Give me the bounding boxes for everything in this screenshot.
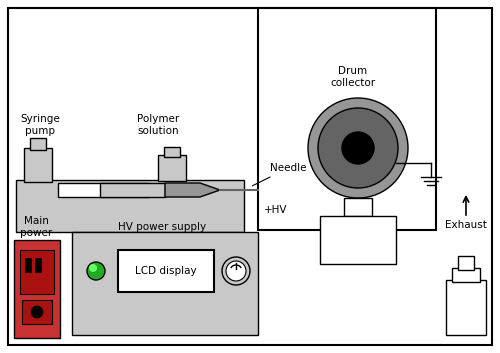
Bar xyxy=(20,250,54,294)
Bar xyxy=(58,183,148,197)
Bar xyxy=(22,300,52,324)
Bar xyxy=(14,240,60,338)
Bar xyxy=(100,183,165,197)
Text: Main
power: Main power xyxy=(20,216,52,238)
Text: Syringe
pump: Syringe pump xyxy=(20,114,60,136)
Text: LCD display: LCD display xyxy=(135,266,197,276)
Circle shape xyxy=(226,261,246,281)
Bar xyxy=(320,216,396,264)
Bar xyxy=(258,8,436,230)
Text: Exhaust: Exhaust xyxy=(445,220,487,230)
Bar xyxy=(344,198,372,216)
Bar xyxy=(118,250,214,292)
Bar xyxy=(164,147,180,157)
Circle shape xyxy=(308,98,408,198)
Text: Needle: Needle xyxy=(252,163,306,186)
Bar xyxy=(35,258,41,272)
Text: Polymer
solution: Polymer solution xyxy=(137,114,179,136)
Bar xyxy=(458,256,474,270)
Circle shape xyxy=(87,262,105,280)
Bar xyxy=(16,180,244,232)
Bar xyxy=(446,280,486,335)
Circle shape xyxy=(222,257,250,285)
Bar xyxy=(24,148,52,182)
Text: +HV: +HV xyxy=(264,205,287,215)
Text: Drum
collector: Drum collector xyxy=(330,66,376,88)
Circle shape xyxy=(342,132,374,164)
Bar xyxy=(452,268,480,282)
Bar xyxy=(72,232,258,335)
Text: HV power supply: HV power supply xyxy=(118,222,206,232)
Bar xyxy=(158,155,186,181)
Circle shape xyxy=(318,108,398,188)
Polygon shape xyxy=(165,183,220,197)
Circle shape xyxy=(89,264,97,272)
Circle shape xyxy=(31,306,43,318)
Bar xyxy=(30,138,46,150)
Bar xyxy=(25,258,31,272)
